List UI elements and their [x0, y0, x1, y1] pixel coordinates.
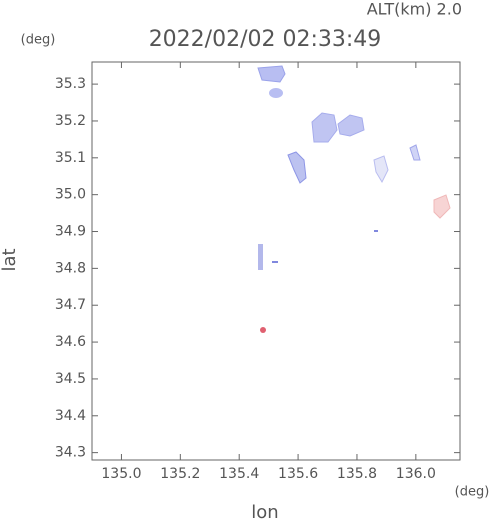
echo	[373, 155, 389, 184]
echo	[287, 151, 307, 184]
echo	[257, 65, 286, 83]
x-tick-label: 135.4	[219, 466, 259, 482]
subtitle: ALT(km) 2.0	[367, 0, 462, 19]
x-axis-label: lon	[251, 502, 278, 521]
x-tick-label: 136.0	[396, 466, 436, 482]
echo	[260, 327, 266, 333]
echo	[337, 114, 365, 137]
y-unit: (deg)	[21, 33, 56, 48]
y-tick-label: 34.7	[55, 297, 86, 313]
plot-frame	[91, 61, 461, 461]
y-tick-label: 34.5	[55, 371, 86, 387]
echo	[409, 144, 421, 161]
x-tick-label: 135.2	[160, 466, 200, 482]
y-tick-label: 35.2	[55, 113, 86, 129]
y-tick-label: 35.1	[55, 150, 86, 166]
echo	[269, 88, 283, 98]
y-tick-label: 35.3	[55, 76, 86, 92]
echo	[374, 230, 378, 232]
y-tick-label: 34.4	[55, 408, 86, 424]
echo	[272, 261, 278, 263]
echoes	[257, 65, 451, 333]
y-tick-label: 34.3	[55, 445, 86, 461]
y-tick-label: 34.8	[55, 260, 86, 276]
x-tick-label: 135.6	[278, 466, 318, 482]
y-tick-label: 35.0	[55, 187, 86, 203]
x-unit: (deg)	[455, 485, 490, 500]
y-tick-label: 34.6	[55, 334, 86, 350]
echo	[258, 244, 263, 270]
x-tick-label: 135.0	[101, 466, 141, 482]
chart-title: 2022/02/02 02:33:49	[149, 27, 382, 52]
x-tick-label: 135.8	[337, 466, 377, 482]
y-axis-label: lat	[0, 248, 20, 271]
echo	[311, 112, 338, 143]
echo	[433, 194, 451, 219]
y-tick-label: 34.9	[55, 224, 86, 240]
